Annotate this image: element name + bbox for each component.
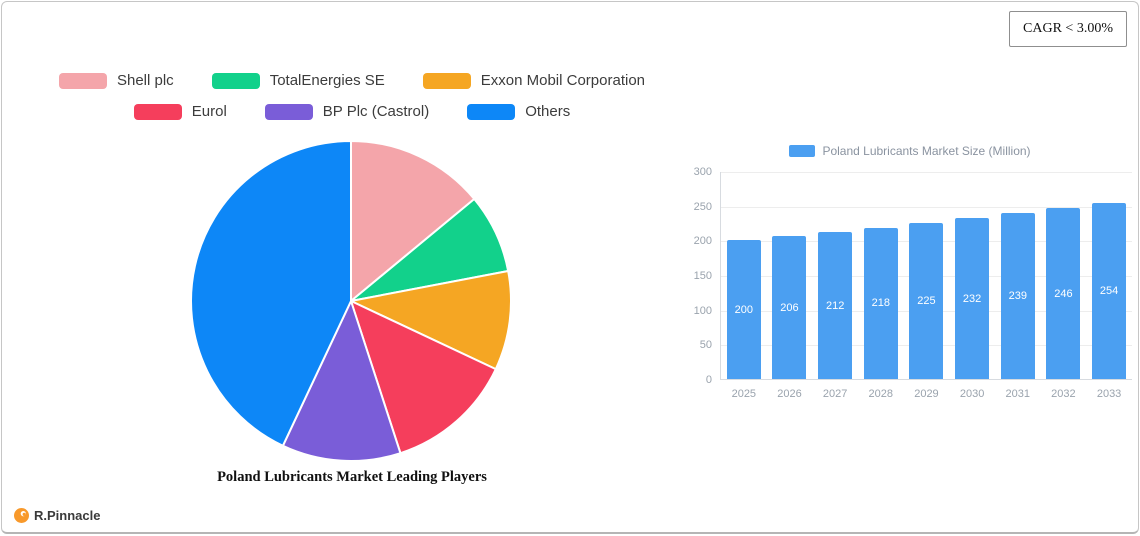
pie-slice-shell-plc (350, 140, 476, 302)
legend-item-bp-plc-castrol-[interactable]: BP Plc (Castrol) (264, 103, 430, 120)
pie-legend: Shell plc TotalEnergies SE Exxon Mobil Cor… (30, 72, 674, 120)
legend-item-shell-plc[interactable]: Shell plc (58, 72, 174, 89)
y-axis-tick-label: 0 (705, 374, 712, 386)
bar-2031: 239 (1000, 213, 1035, 379)
y-axis-tick-label: 200 (693, 235, 712, 248)
bar-legend-item[interactable]: Poland Lubricants Market Size (Million) (684, 142, 1136, 160)
bar-column-2032: 246 2032 (1046, 172, 1081, 400)
legend-swatch (133, 103, 182, 120)
bar-value-label: 212 (825, 299, 845, 312)
bar-value-label: 218 (871, 297, 890, 310)
bar-column-2028: 218 2028 (863, 172, 898, 400)
legend-swatch (264, 103, 313, 120)
bar-column-2029: 225 2029 (909, 172, 944, 400)
brand-logo: R.Pinnacle (14, 508, 100, 523)
bar-value-label: 206 (780, 301, 799, 314)
x-axis-tick-label: 2025 (731, 388, 757, 400)
legend-label: Exxon Mobil Corporation (480, 72, 646, 89)
x-axis-tick-label: 2031 (1005, 388, 1030, 400)
x-axis-tick-label: 2028 (868, 388, 894, 400)
legend-item-exxon-mobil-corporation[interactable]: Exxon Mobil Corporation (422, 72, 646, 89)
bar-column-2025: 200 2025 (726, 172, 761, 400)
legend-label: Eurol (191, 103, 227, 120)
pie-slice-others (190, 140, 352, 447)
gridline (721, 172, 1132, 173)
pie-chart (190, 140, 513, 462)
legend-item-eurol[interactable]: Eurol (133, 103, 227, 120)
x-axis-tick-label: 2030 (959, 388, 985, 400)
legend-swatch (211, 72, 260, 89)
bar-value-label: 225 (917, 295, 936, 307)
x-axis-tick-label: 2026 (777, 388, 802, 400)
pie-slice-eurol (350, 300, 497, 455)
gridline (721, 206, 1132, 208)
bar-column-2033: 254 2033 (1092, 172, 1127, 400)
bars-row: 200 2025 206 2026 212 2027 218 2028 225 2029 232 20… (721, 172, 1132, 400)
legend-item-others[interactable]: Others (467, 103, 570, 120)
legend-swatch (467, 103, 516, 120)
legend-label: TotalEnergies SE (269, 72, 385, 89)
bar-column-2026: 206 2026 (772, 172, 807, 400)
bar-chart-section: Poland Lubricants Market Size (Million) … (684, 142, 1136, 408)
legend-swatch (58, 72, 107, 89)
x-axis-tick-label: 2033 (1096, 388, 1122, 400)
x-axis-tick-label: 2029 (914, 388, 939, 400)
bar-value-label: 239 (1008, 290, 1027, 303)
bar-2027: 212 (818, 232, 853, 379)
y-axis-tick-label: 50 (699, 339, 712, 352)
legend-item-totalenergies-se[interactable]: TotalEnergies SE (211, 72, 385, 89)
bar-column-2030: 232 2030 (955, 172, 990, 400)
bar-legend-label: Poland Lubricants Market Size (Million) (822, 144, 1031, 158)
pie-slice-bp-plc-castrol- (281, 300, 402, 462)
x-axis-tick-label: 2032 (1051, 388, 1076, 400)
brand-logo-icon (14, 508, 29, 523)
legend-label: Shell plc (116, 72, 174, 89)
bar-2030: 232 (955, 218, 990, 379)
y-axis-tick-label: 250 (693, 200, 712, 213)
brand-name: R.Pinnacle (34, 508, 101, 523)
y-axis-tick-label: 300 (693, 166, 712, 178)
bar-2025: 200 (726, 240, 761, 379)
y-axis-tick-label: 150 (693, 270, 712, 282)
bar-value-label: 232 (962, 292, 982, 305)
bar-value-label: 200 (734, 303, 753, 316)
legend-label: BP Plc (Castrol) (322, 103, 430, 120)
legend-label: Others (525, 103, 571, 120)
x-axis-tick-label: 2027 (822, 388, 848, 400)
pie-chart-title: Poland Lubricants Market Leading Players (217, 469, 487, 485)
bar-plot: 0 50 100 150 200 250 300 200 2025 206 2026 212 2027 2… (684, 166, 1136, 408)
bar-value-label: 254 (1099, 284, 1119, 297)
bar-2033: 254 (1092, 202, 1127, 379)
bar-column-2031: 239 2031 (1000, 172, 1035, 400)
bar-2029: 225 (909, 223, 944, 379)
bar-2026: 206 (772, 236, 807, 379)
bar-2032: 246 (1046, 208, 1081, 379)
bar-value-label: 246 (1054, 287, 1073, 300)
pie-slice-exxon-mobil-corporation (350, 270, 513, 371)
bar-legend-swatch (789, 145, 816, 157)
cagr-badge: CAGR < 3.00% (1009, 11, 1127, 47)
bar-2028: 218 (863, 227, 898, 379)
bar-plot-area: 200 2025 206 2026 212 2027 218 2028 225 2029 232 20… (720, 172, 1132, 400)
y-axis-tick-label: 100 (693, 304, 712, 317)
bar-column-2027: 212 2027 (818, 172, 853, 400)
legend-swatch (422, 72, 471, 89)
